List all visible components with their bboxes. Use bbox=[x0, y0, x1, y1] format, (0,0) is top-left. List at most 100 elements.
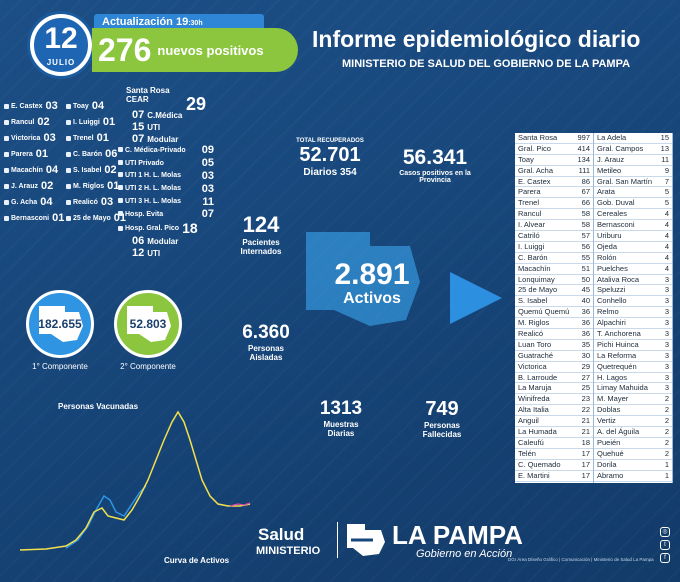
table-row: Guatraché 30 bbox=[515, 351, 593, 362]
locality-name: Pichi Huinca bbox=[597, 339, 639, 349]
table-row: Relmo 3 bbox=[594, 307, 672, 319]
locality-name: E. Castex bbox=[518, 176, 551, 186]
locality-name: S. Isabel bbox=[518, 296, 548, 306]
unit-item: 12 UTI bbox=[132, 247, 178, 259]
table-row: Alta Italia 22 bbox=[515, 405, 593, 417]
unit-row: UTI 1 H. L. Molas 03 bbox=[118, 170, 214, 183]
locality-count: 17 bbox=[581, 448, 590, 458]
locality-count: 21 bbox=[581, 427, 590, 437]
locality-count: 5 bbox=[664, 187, 669, 197]
locality-name: T. Anchorena bbox=[597, 329, 641, 339]
hospital-name: Realicó bbox=[73, 198, 98, 206]
hospital-list-mid: Toay 04 I. Luiggi 01 Trenel 01 C. Barón 06 S. Is… bbox=[66, 98, 132, 226]
hospital-icon bbox=[4, 167, 9, 173]
unit-name-wrap: Hosp. Evita bbox=[118, 210, 164, 218]
stats-ring bbox=[306, 232, 502, 326]
hospital-row: Realicó 03 bbox=[66, 194, 132, 210]
hospital-value: 03 bbox=[43, 132, 56, 144]
isolated-label-2: Aisladas bbox=[249, 353, 283, 362]
unit-item-value: 12 bbox=[132, 247, 145, 259]
locality-name: La Reforma bbox=[597, 350, 637, 360]
unit-name-wrap: UTI Privado bbox=[118, 159, 164, 167]
chart-line-recent bbox=[229, 502, 251, 507]
locality-name: Macachín bbox=[518, 263, 551, 273]
locality-name: Puelches bbox=[597, 263, 628, 273]
component-1-value: 182.655 bbox=[38, 317, 82, 331]
footer-ministerio: MINISTERIO bbox=[256, 545, 321, 557]
locality-name: Quehué bbox=[597, 448, 624, 458]
locality-name: Relmo bbox=[597, 307, 619, 317]
unit-item: 15 UTI bbox=[132, 121, 182, 133]
table-row: Cereales 4 bbox=[594, 209, 672, 221]
hospital-list-left: E. Castex 03 Rancul 02 Victorica 03 Parera 01 Ma… bbox=[4, 98, 66, 226]
locality-count: 56 bbox=[581, 241, 590, 251]
twitter-icon[interactable]: t bbox=[660, 540, 670, 550]
hospital-name: G. Acha bbox=[11, 198, 38, 206]
hospital-value: 02 bbox=[40, 180, 54, 192]
cases-block: 56.341 Casos positivos en la Provincia bbox=[390, 146, 480, 184]
hospital-row: Bernasconi 01 bbox=[4, 210, 66, 226]
update-bar: Actualización 19:30h bbox=[94, 14, 264, 30]
locality-name: Trenel bbox=[518, 198, 539, 208]
instagram-icon[interactable]: ◎ bbox=[660, 527, 670, 537]
table-row: Victorica 29 bbox=[515, 362, 593, 373]
locality-name: Bernasconi bbox=[597, 220, 635, 230]
unit-name: Hosp. Evita bbox=[125, 210, 164, 218]
new-positives-label: nuevos positivos bbox=[157, 42, 264, 58]
locality-name: La Maruja bbox=[518, 383, 552, 393]
locality-count: 17 bbox=[581, 470, 590, 480]
active-label: Activos bbox=[343, 290, 401, 307]
locality-count: 27 bbox=[581, 372, 590, 382]
locality-count: 36 bbox=[581, 329, 590, 339]
isolated-block: 6.360 Personas Aisladas bbox=[228, 322, 304, 362]
hospitalized-value: 124 bbox=[242, 212, 280, 237]
locality-count: 414 bbox=[577, 143, 590, 153]
locality-name: Quetrequén bbox=[597, 361, 637, 371]
locality-count: 55 bbox=[581, 252, 590, 262]
locality-count: 57 bbox=[581, 231, 590, 241]
unit-row: UTI 3 H. L. Molas 11 bbox=[118, 195, 214, 208]
hospital-icon bbox=[118, 198, 123, 204]
facebook-icon[interactable]: f bbox=[660, 553, 670, 563]
hospital-icon bbox=[66, 103, 71, 109]
locality-name: Rancul bbox=[518, 209, 542, 219]
daily-label: Diarios bbox=[303, 167, 338, 178]
hospital-row: I. Luiggi 01 bbox=[66, 114, 132, 130]
locality-count: 4 bbox=[664, 252, 669, 262]
hospital-icon bbox=[4, 183, 9, 189]
locality-count: 111 bbox=[578, 165, 590, 175]
footer-gobierno: Gobierno en Acción bbox=[416, 548, 513, 560]
table-row: Trenel 66 bbox=[515, 198, 593, 210]
province-map-icon bbox=[127, 306, 171, 342]
cear-city: Santa Rosa bbox=[126, 86, 170, 95]
table-row: Uriburu 4 bbox=[594, 231, 672, 242]
table-row: La Maruja 25 bbox=[515, 383, 593, 395]
update-label: Actualización 19 bbox=[102, 16, 189, 28]
locality-name: Anguil bbox=[518, 416, 539, 426]
cear-items: 07 C.Médica 15 UTI 07 Modular bbox=[132, 109, 182, 145]
table-row: Anguil 21 bbox=[515, 416, 593, 428]
locality-name: Quemú Quemú bbox=[518, 307, 570, 317]
date-day: 12 bbox=[44, 22, 78, 55]
locality-count: 67 bbox=[581, 187, 590, 197]
locality-count: 58 bbox=[581, 209, 590, 219]
hospitalized-block: 124 Pacientes Internados bbox=[226, 212, 296, 256]
deaths-label-1: Personas bbox=[423, 421, 461, 430]
table-row: T. Anchorena 3 bbox=[594, 329, 672, 340]
locality-count: 36 bbox=[581, 318, 590, 328]
locality-count: 17 bbox=[581, 459, 590, 469]
locality-count: 4 bbox=[664, 209, 669, 219]
hospital-name: Victorica bbox=[11, 134, 41, 142]
table-row: Arata 5 bbox=[594, 187, 672, 199]
table-row: Rolón 4 bbox=[594, 253, 672, 264]
hospital-value: 02 bbox=[37, 116, 50, 128]
hospital-icon bbox=[118, 146, 123, 152]
component-1-label: 1° Componente bbox=[32, 362, 88, 371]
hospital-row: Rancul 02 bbox=[4, 114, 66, 130]
deaths-value: 749 bbox=[425, 398, 459, 420]
table-row: Caleufú 18 bbox=[515, 438, 593, 449]
hospitalized-label-1: Pacientes bbox=[242, 238, 280, 247]
locality-name: Rolón bbox=[597, 252, 617, 262]
table-row: Quemú Quemú 36 bbox=[515, 307, 593, 319]
unit-item-value: 07 bbox=[132, 133, 145, 145]
